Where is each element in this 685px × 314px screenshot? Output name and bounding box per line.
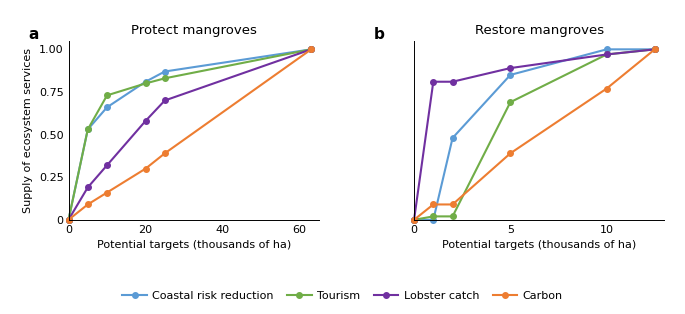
X-axis label: Potential targets (thousands of ha): Potential targets (thousands of ha)	[442, 240, 636, 250]
Legend: Coastal risk reduction, Tourism, Lobster catch, Carbon: Coastal risk reduction, Tourism, Lobster…	[118, 286, 567, 305]
Text: b: b	[374, 26, 385, 41]
Title: Restore mangroves: Restore mangroves	[475, 24, 603, 37]
Text: a: a	[29, 26, 39, 41]
Y-axis label: Supply of ecosystem services: Supply of ecosystem services	[23, 48, 34, 213]
X-axis label: Potential targets (thousands of ha): Potential targets (thousands of ha)	[97, 240, 291, 250]
Title: Protect mangroves: Protect mangroves	[131, 24, 257, 37]
